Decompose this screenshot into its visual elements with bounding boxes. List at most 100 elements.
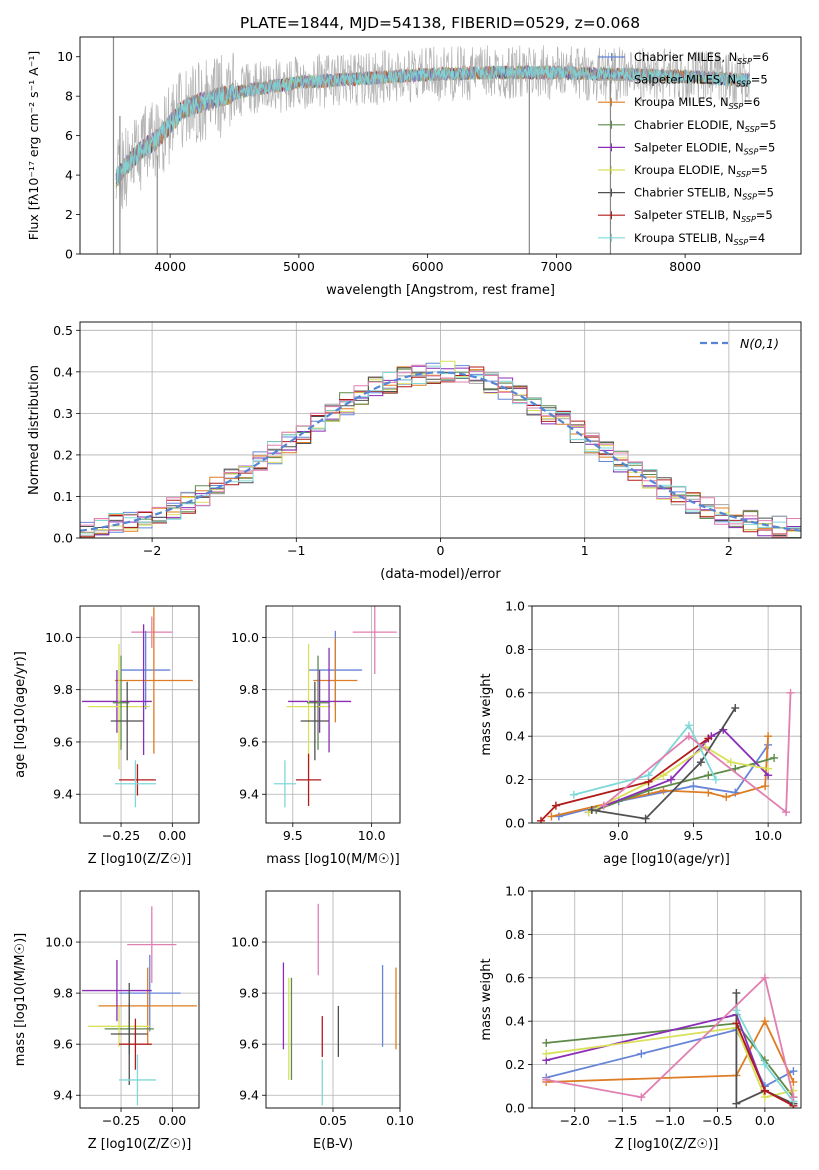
weight-line-chabrier_stelib: [735, 993, 794, 1106]
axes-frame: [265, 890, 401, 1109]
tick-label-x: 0.10: [386, 1113, 414, 1128]
weight_vs_age-xlabel: age [log10(age/yr)]: [603, 852, 730, 867]
legend-sub: SSP: [736, 170, 751, 179]
tick-label-x: 4000: [154, 259, 186, 274]
tick-label-x: −1.0: [655, 1113, 685, 1128]
axes-frame: [79, 321, 802, 539]
tick-label-y: 10: [57, 49, 73, 64]
tick-label-y: 0.0: [505, 1101, 525, 1116]
plot-age_vs_mass: [273, 606, 397, 808]
legend-label: Kroupa MILES, N: [634, 95, 729, 109]
tick-label-y: 9.6: [53, 1037, 73, 1052]
tick-label-y: 1.0: [505, 599, 525, 614]
tick-label-y: 0.2: [505, 1057, 525, 1072]
tick-label-y: 1.0: [505, 884, 525, 899]
tick-label-x: −2.0: [560, 1113, 590, 1128]
tick-label-y: 10.0: [231, 935, 259, 950]
legend-label: Kroupa ELODIE, N: [634, 163, 736, 177]
weight-line-chabrier_elodie: [546, 1022, 795, 1098]
tick-label-y: 10.0: [231, 630, 259, 645]
legend-entry: Kroupa MILES, NSSP=6: [634, 95, 760, 111]
legend-sub: SSP: [742, 193, 757, 202]
tick-label-y: 0.5: [53, 323, 73, 338]
age_vs_Z-xlabel: Z [log10(Z/Z☉)]: [88, 852, 192, 867]
spectrum-kroupa_stelib: [115, 64, 750, 185]
legend-normal-label: N(0,1): [740, 336, 779, 351]
tick-label-x: 10.0: [754, 828, 782, 843]
legend-entry: Kroupa STELIB, NSSP=4: [634, 231, 765, 247]
tick-label-x: 7000: [540, 259, 572, 274]
tick-label-x: 0.05: [319, 1113, 347, 1128]
legend-entry: Chabrier STELIB, NSSP=5: [634, 186, 774, 202]
tick-label-x: 6000: [412, 259, 444, 274]
tick-label-y: 10.0: [45, 630, 73, 645]
tick-label-y: 9.4: [239, 1088, 259, 1103]
legend-sub: SSP: [737, 57, 752, 66]
spectrum-xlabel: wavelength [Angstrom, rest frame]: [326, 283, 555, 298]
tick-label-x: 0.0: [755, 1113, 775, 1128]
legend-entry: Chabrier ELODIE, NSSP=5: [634, 118, 776, 134]
legend-tail: =6: [752, 50, 769, 64]
axes-frame: [531, 605, 802, 824]
tick-label-y: 0.4: [505, 1014, 525, 1029]
tick-label-y: 9.8: [239, 986, 259, 1001]
tick-label-y: 0.6: [505, 685, 525, 700]
plot-residuals: [80, 360, 801, 538]
age_vs_Z-ylabel: age [log10(age/yr)]: [13, 651, 28, 778]
tick-label-x: 9.5: [683, 828, 703, 843]
legend-tail: =4: [748, 231, 765, 245]
legend-entry: Salpeter ELODIE, NSSP=5: [634, 140, 775, 156]
histogram-extra: [80, 364, 801, 538]
spectrum-ylabel: Flux [fλ10⁻¹⁷ erg cm⁻² s⁻¹ A⁻¹]: [26, 51, 41, 240]
legend-entry: Chabrier MILES, NSSP=6: [634, 50, 769, 66]
weight_vs_Z-ylabel: mass weight: [479, 958, 494, 1040]
weight-line-kroupa_elodie: [546, 1026, 794, 1099]
tick-label-y: 0.6: [505, 970, 525, 985]
legend-label: Chabrier ELODIE, N: [634, 118, 745, 132]
legend-sub: SSP: [736, 80, 751, 89]
tick-label-x: −1.5: [607, 1113, 637, 1128]
mass_vs_Z-ylabel: mass [log10(M/M☉)]: [13, 933, 28, 1066]
tick-label-y: 0.1: [53, 489, 73, 504]
figure-title: PLATE=1844, MJD=54138, FIBERID=0529, z=0…: [240, 14, 640, 32]
mass_vs_ebv-xlabel: E(B-V): [313, 1137, 353, 1152]
plot-spectrum: [112, 37, 750, 254]
legend-sub: SSP: [741, 215, 756, 224]
tick-label-y: 0.0: [53, 531, 73, 546]
plot-mass_vs_Z: [82, 906, 197, 1106]
legend-tail: =5: [760, 118, 777, 132]
age_vs_mass-xlabel: mass [log10(M/M☉)]: [266, 852, 399, 867]
tick-label-y: 9.8: [53, 682, 73, 697]
weight-line-extra: [603, 692, 792, 814]
tick-label-x: −2: [143, 543, 161, 558]
axes-frame: [79, 890, 200, 1109]
mass_vs_Z-xlabel: Z [log10(Z/Z☉)]: [88, 1137, 192, 1152]
axes-weight_vs_Z: −2.0 −1.5 −1.0 −0.5 0.0 0.0 0.2 0.4 0.6 0.8 1.0 Z […: [479, 884, 802, 1152]
tick-label-x: 9.5: [283, 828, 303, 843]
tick-label-y: 10.0: [45, 935, 73, 950]
legend-tail: =5: [757, 186, 774, 200]
tick-label-y: 0.4: [505, 729, 525, 744]
axes-spectrum: 4000 5000 6000 7000 8000 0 2 4 6 8 10 wavelength [A…: [26, 36, 802, 298]
weight-line-kroupa_stelib: [573, 723, 717, 796]
tick-label-y: 0.8: [505, 927, 525, 942]
weight-line-extra: [546, 976, 795, 1099]
tick-label-x: 5000: [283, 259, 315, 274]
axes-residuals: −2 −1 0 1 2 0.0 0.1 0.2 0.3 0.4 0.5 N(0,1) (data-mod…: [27, 321, 802, 582]
tick-label-y: 4: [65, 168, 73, 183]
legend-label: Salpeter STELIB, N: [634, 208, 741, 222]
residuals-xlabel: (data-model)/error: [380, 567, 501, 582]
axes-frame: [265, 605, 401, 824]
tick-label-y: 8: [65, 89, 73, 104]
tick-label-y: 9.6: [239, 1037, 259, 1052]
axes-weight_vs_age: 9.0 9.5 10.0 0.0 0.2 0.4 0.6 0.8 1.0 age [log10(a…: [479, 599, 802, 867]
tick-label-y: 0.0: [505, 816, 525, 831]
legend-sub: SSP: [729, 102, 744, 111]
legend-tail: =5: [756, 208, 773, 222]
axes-age_vs_Z: −0.25 0.00 9.4 9.6 9.8 10.0 Z [log10(Z/Z☉)] age…: [13, 605, 200, 867]
axes-age_vs_mass: 9.5 10.0 9.4 9.6 9.8 10.0 mass [log10(M/M☉)]: [231, 605, 401, 867]
tick-label-y: 2: [65, 207, 73, 222]
tick-label-y: 0.8: [505, 642, 525, 657]
